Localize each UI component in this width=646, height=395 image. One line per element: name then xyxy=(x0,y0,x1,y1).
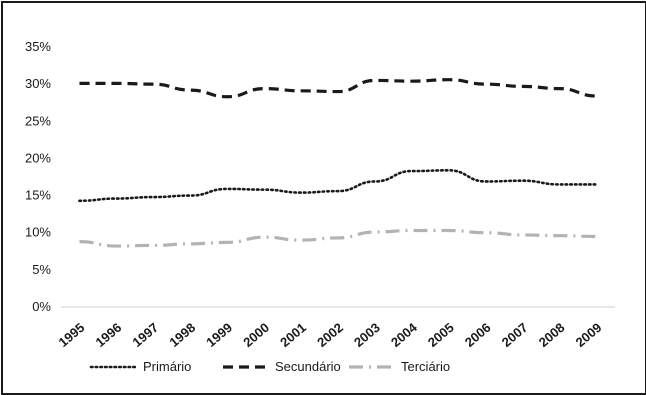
x-tick-label: 1996 xyxy=(93,320,125,350)
y-tick-label: 15% xyxy=(25,188,51,203)
y-tick-label: 35% xyxy=(25,39,51,54)
series-line-3 xyxy=(79,228,597,248)
x-tick-label: 2007 xyxy=(499,320,531,350)
x-tick-label: 2000 xyxy=(240,320,272,350)
x-axis-ticks: 1995 1996 1997 1998 1999 2000 2001 2002 2003 2004… xyxy=(56,319,605,350)
x-tick-label: 2006 xyxy=(462,320,494,350)
legend-label: Terciário xyxy=(401,359,450,374)
y-tick-label: 5% xyxy=(32,262,51,277)
y-tick-label: 20% xyxy=(25,150,51,165)
series-line-1 xyxy=(78,169,598,203)
y-tick-label: 30% xyxy=(25,76,51,91)
x-tick-label: 2004 xyxy=(388,319,420,350)
legend: Primário Secundário Terciário xyxy=(89,359,450,374)
legend-label: Secundário xyxy=(275,359,341,374)
x-tick-label: 2003 xyxy=(351,320,383,350)
series-line-2 xyxy=(79,78,597,99)
x-tick-label: 2008 xyxy=(536,320,568,350)
x-tick-label: 2002 xyxy=(314,320,346,350)
x-tick-label: 1998 xyxy=(166,320,198,350)
legend-label: Primário xyxy=(143,359,191,374)
x-tick-label: 1999 xyxy=(203,320,235,350)
line-chart: 0% 5% 10% 15% 20% 25% 30% 35% 1995 1996 1997 1998 1… xyxy=(25,39,615,374)
x-tick-label: 1997 xyxy=(129,320,161,350)
series-lines xyxy=(78,78,598,248)
y-tick-label: 25% xyxy=(25,113,51,128)
x-tick-label: 1995 xyxy=(56,320,88,350)
y-tick-label: 0% xyxy=(32,299,51,314)
y-tick-label: 10% xyxy=(25,225,51,240)
x-tick-label: 2001 xyxy=(277,320,309,350)
y-axis-ticks: 0% 5% 10% 15% 20% 25% 30% 35% xyxy=(25,39,51,314)
x-tick-label: 2009 xyxy=(573,320,605,350)
x-tick-label: 2005 xyxy=(425,320,457,350)
